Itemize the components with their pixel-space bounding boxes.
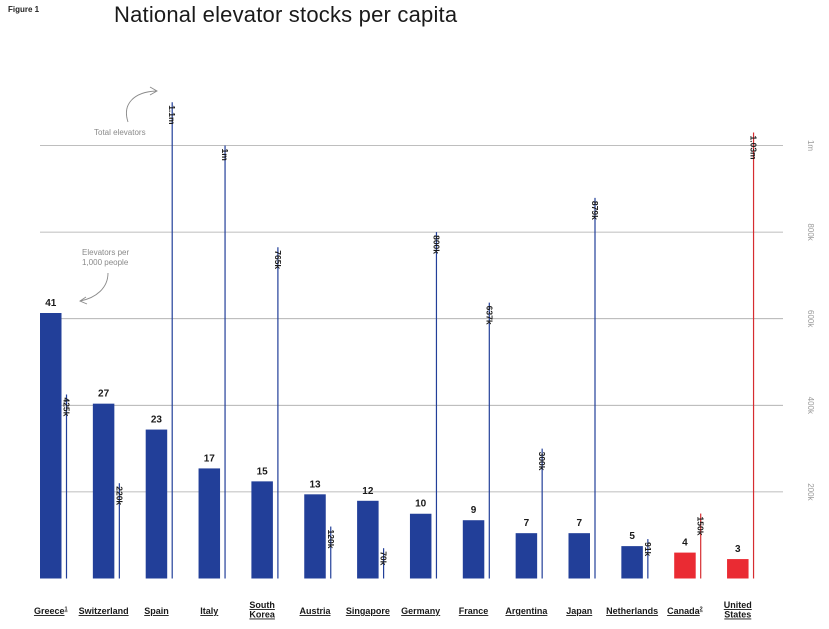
category-label: Spain <box>144 606 169 616</box>
right-axis-tick-label: 800k <box>806 223 815 241</box>
right-axis-tick-label: 600k <box>806 310 815 328</box>
per-capita-label: 7 <box>576 518 582 529</box>
category-label: Netherlands <box>606 606 658 616</box>
annotation-arrowhead-total <box>149 86 158 96</box>
per-capita-bar <box>727 559 749 579</box>
annotation-per-capita-line1: Elevators per <box>82 248 129 257</box>
per-capita-bar <box>357 500 379 579</box>
per-capita-bar <box>251 481 273 579</box>
per-capita-bar <box>40 313 62 579</box>
per-capita-label: 4 <box>682 538 688 549</box>
right-axis-tick-label: 200k <box>806 483 815 501</box>
total-label: 220k <box>114 486 124 505</box>
per-capita-label: 7 <box>524 518 530 529</box>
annotation-arrow-per-capita <box>79 272 109 302</box>
category-label: Japan <box>566 606 592 616</box>
per-capita-label: 41 <box>45 298 57 309</box>
data-labels: 425k 41 220k 27 1.1m 23 1m 17 765k 15 120k 13 70k 12 8… <box>45 105 758 565</box>
per-capita-label: 3 <box>735 544 741 555</box>
category-label: Greece1 <box>34 606 68 616</box>
per-capita-label: 13 <box>309 479 321 490</box>
footnote-marker: 2 <box>700 607 703 613</box>
per-capita-bar <box>92 403 115 579</box>
per-capita-label: 27 <box>98 389 110 400</box>
annotation-arrow-total <box>126 90 157 123</box>
per-capita-label: 10 <box>415 499 427 510</box>
category-label: Singapore <box>346 606 390 616</box>
total-label: 879k <box>590 201 600 220</box>
total-label: 300k <box>537 452 547 471</box>
total-label: 150k <box>696 517 706 536</box>
annotation-total-elevators: Total elevators <box>94 128 146 137</box>
per-capita-label: 15 <box>257 466 269 477</box>
category-label: France <box>459 606 489 616</box>
chart-title: National elevator stocks per capita <box>114 2 458 27</box>
figure-label: Figure 1 <box>8 5 40 14</box>
per-capita-bar <box>198 468 221 579</box>
per-capita-bar <box>145 429 168 579</box>
annotation-arrowhead-per-capita <box>79 296 88 305</box>
category-label: Austria <box>299 606 331 616</box>
annotation-per-capita-line2: 1,000 people <box>82 258 129 267</box>
per-capita-bars <box>40 313 749 579</box>
per-capita-bar <box>674 552 696 579</box>
category-label: Italy <box>200 606 218 616</box>
total-label: 1.03m <box>749 136 759 161</box>
total-label: 765k <box>273 250 283 269</box>
per-capita-bar <box>409 513 432 579</box>
total-label: 120k <box>326 530 336 549</box>
total-label: 91k <box>643 542 653 556</box>
category-label: Switzerland <box>79 606 129 616</box>
annotations: Total elevators Elevators per 1,000 peop… <box>79 86 158 305</box>
right-axis-tick-label: 1m <box>806 140 815 151</box>
category-labels: Greece1 Switzerland Spain Italy South Korea Au… <box>34 600 752 620</box>
per-capita-label: 9 <box>471 505 477 516</box>
per-capita-label: 12 <box>362 486 374 497</box>
right-axis-tick-label: 400k <box>806 397 815 415</box>
per-capita-label: 23 <box>151 415 163 426</box>
per-capita-label: 5 <box>629 531 635 542</box>
total-label: 70k <box>379 551 389 565</box>
footnote-marker: 1 <box>64 607 67 613</box>
total-label: 637k <box>484 306 494 325</box>
category-label: United States <box>724 600 752 620</box>
category-label: South Korea <box>249 600 276 620</box>
total-label: 800k <box>431 235 441 254</box>
total-label: 1.1m <box>167 105 177 125</box>
per-capita-bar <box>304 494 326 579</box>
per-capita-bar <box>462 520 485 579</box>
category-label: Canada2 <box>667 606 703 616</box>
per-capita-label: 17 <box>204 453 216 464</box>
category-label: Argentina <box>505 606 548 616</box>
total-elevator-lines <box>65 102 755 579</box>
per-capita-bar <box>568 533 590 579</box>
total-label: 1m <box>220 149 230 162</box>
per-capita-bar <box>621 546 643 579</box>
total-label: 425k <box>62 397 72 416</box>
category-label: Germany <box>401 606 440 616</box>
gridlines <box>40 145 783 493</box>
per-capita-bar <box>515 533 538 579</box>
right-axis-ticks: 200k 400k 600k 800k 1m <box>806 140 815 502</box>
